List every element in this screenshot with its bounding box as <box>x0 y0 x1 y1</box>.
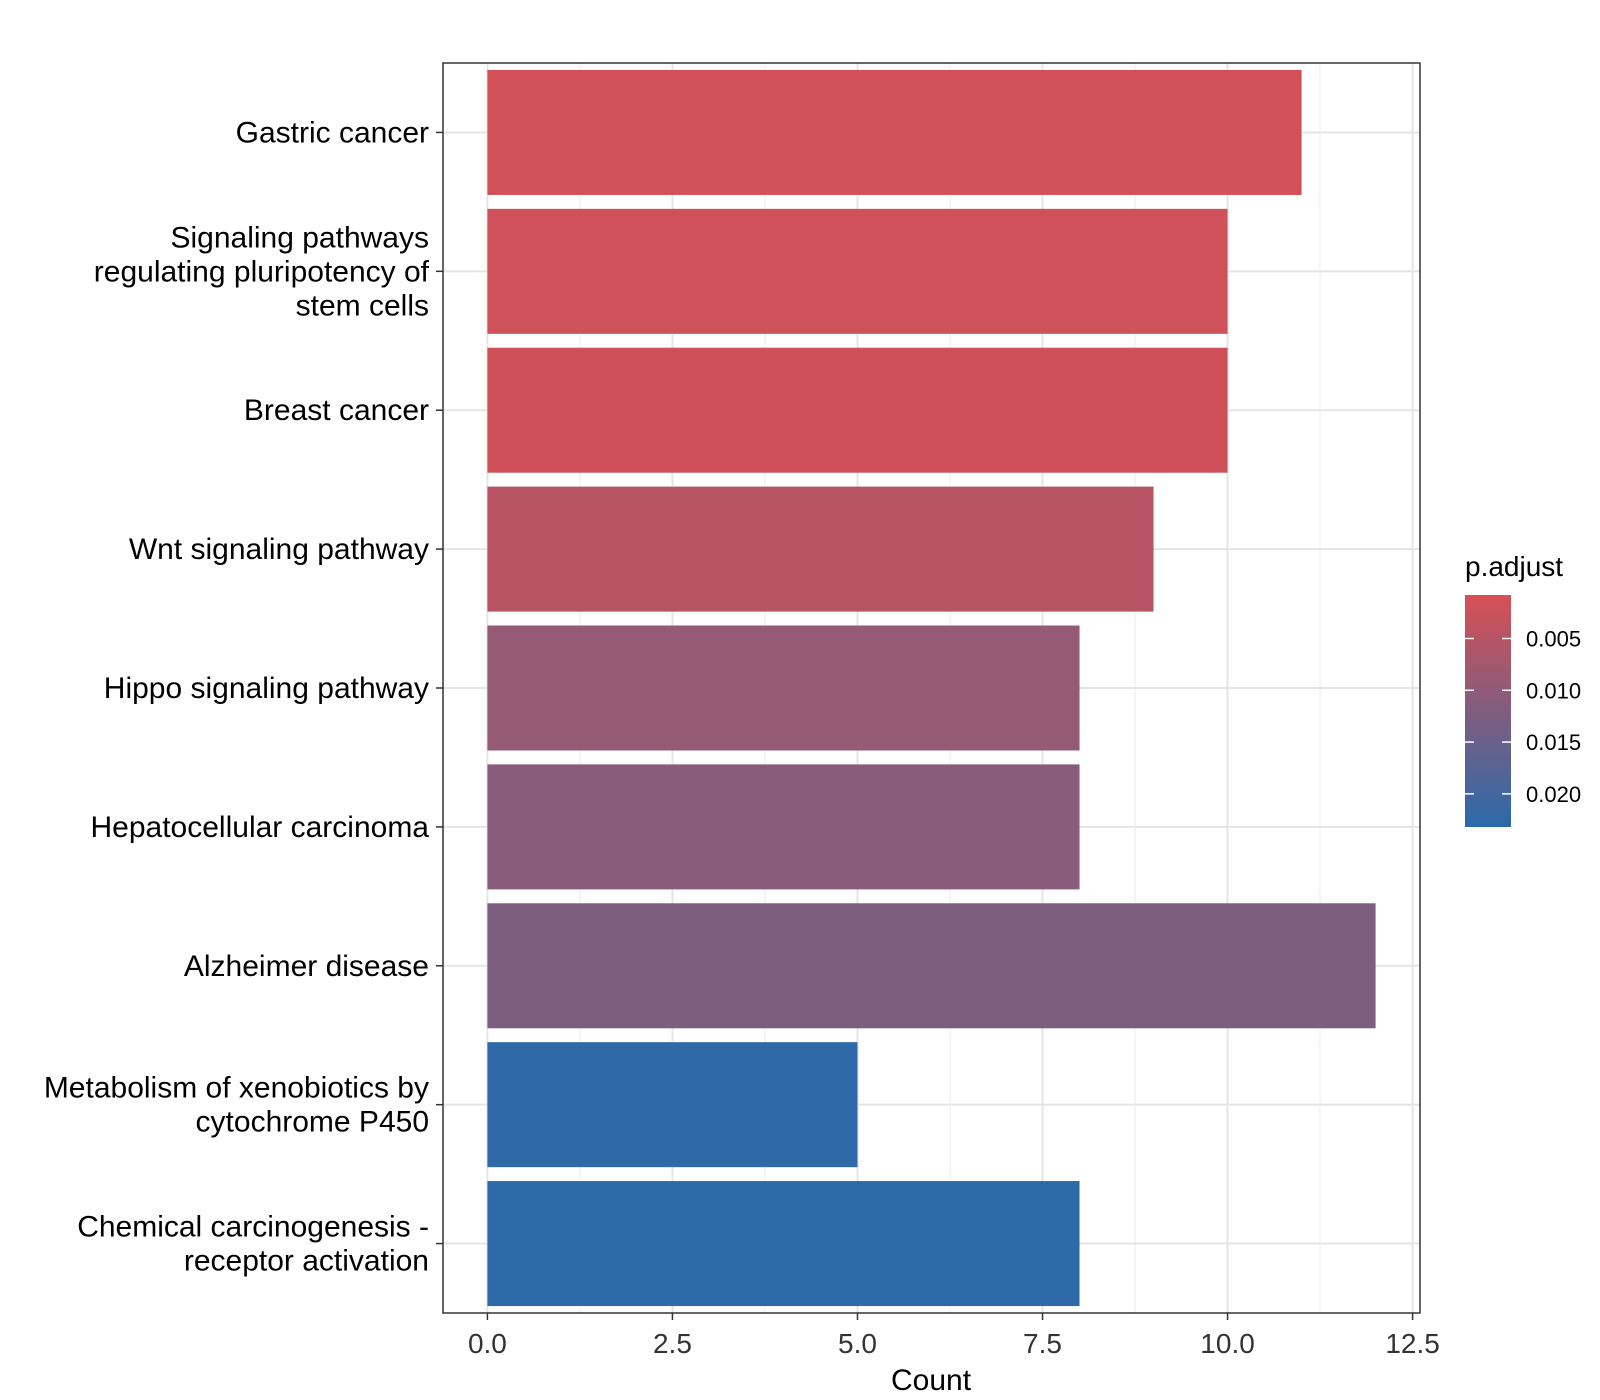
y-tick-label-line: stem cells <box>296 289 429 322</box>
bar <box>487 486 1154 612</box>
y-tick-label-line: Signaling pathways <box>170 221 429 254</box>
legend-tick-label: 0.010 <box>1526 678 1581 703</box>
y-tick-label-line: Chemical carcinogenesis - <box>77 1211 429 1244</box>
legend: p.adjust 0.005 0.010 0.015 0.020 <box>1465 551 1581 827</box>
bar <box>487 764 1080 890</box>
y-tick-label: Chemical carcinogenesis -receptor activa… <box>77 1211 429 1278</box>
bar <box>487 208 1228 334</box>
x-tick-label: 12.5 <box>1385 1328 1440 1359</box>
x-tick-label: 0.0 <box>468 1328 507 1359</box>
y-tick-label-line: Metabolism of xenobiotics by <box>44 1072 429 1105</box>
y-tick-label: Alzheimer disease <box>184 950 429 983</box>
y-tick-label-line: Wnt signaling pathway <box>129 533 429 566</box>
x-tick-label: 5.0 <box>838 1328 877 1359</box>
y-tick-label: Hippo signaling pathway <box>104 672 429 705</box>
y-tick-label-line: Hepatocellular carcinoma <box>91 811 430 844</box>
legend-tick-label: 0.020 <box>1526 782 1581 807</box>
y-tick-label-line: cytochrome P450 <box>196 1106 429 1139</box>
y-tick-label-line: Breast cancer <box>244 394 429 427</box>
y-tick-label: Wnt signaling pathway <box>129 533 429 566</box>
legend-tick-label: 0.005 <box>1526 627 1581 652</box>
bar <box>487 1181 1080 1307</box>
y-tick-label: Signaling pathways regulating pluripotenc… <box>94 221 430 322</box>
legend-colorbar <box>1465 595 1511 827</box>
y-axis: Gastric cancer Signaling pathways regulati… <box>44 116 443 1278</box>
y-tick-label-line: regulating pluripotency of <box>94 255 430 288</box>
y-tick-label-line: Hippo signaling pathway <box>104 672 429 705</box>
legend-tick-label: 0.015 <box>1526 730 1581 755</box>
y-tick-label-line: receptor activation <box>184 1245 429 1278</box>
x-tick-label: 2.5 <box>653 1328 692 1359</box>
y-tick-label: Breast cancer <box>244 394 429 427</box>
bars <box>487 69 1376 1307</box>
bar <box>487 69 1302 195</box>
y-tick-label: Gastric cancer <box>236 116 429 149</box>
x-axis: 0.0 2.5 5.0 7.5 10.0 12.5 <box>468 1313 1440 1359</box>
x-tick-label: 10.0 <box>1200 1328 1255 1359</box>
x-tick-label: 7.5 <box>1023 1328 1062 1359</box>
bar <box>487 625 1080 751</box>
y-tick-label-line: Alzheimer disease <box>184 950 429 983</box>
legend-title: p.adjust <box>1465 551 1563 582</box>
x-axis-title: Count <box>891 1364 972 1397</box>
bar <box>487 903 1376 1029</box>
y-tick-label: Hepatocellular carcinoma <box>91 811 430 844</box>
y-tick-label-line: Gastric cancer <box>236 116 429 149</box>
y-tick-label: Metabolism of xenobiotics by cytochrome P… <box>44 1072 429 1139</box>
bar <box>487 347 1228 473</box>
bar <box>487 1042 858 1168</box>
